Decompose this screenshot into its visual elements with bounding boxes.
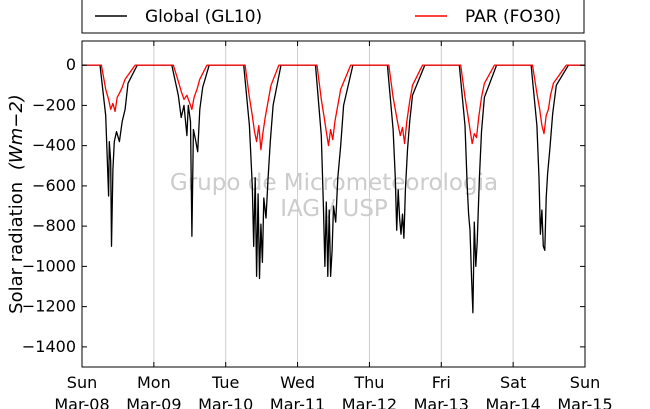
x-tick-day: Tue xyxy=(211,373,239,392)
x-tick-day: Thu xyxy=(353,373,384,392)
y-tick-label: −1200 xyxy=(22,297,76,316)
x-tick-day: Wed xyxy=(280,373,315,392)
x-tick-date: Mar-14 xyxy=(485,395,540,409)
series-line-par xyxy=(82,64,585,151)
legend-label-global: Global (GL10) xyxy=(145,7,262,27)
y-axis-label: Solar radiation (Wm−2) xyxy=(6,94,27,314)
x-tick-date: Mar-15 xyxy=(557,395,612,409)
x-tick-day: Sun xyxy=(67,373,97,392)
y-axis-label-units: (Wm−2) xyxy=(6,94,27,170)
x-tick-date: Mar-10 xyxy=(198,395,253,409)
x-tick-date: Mar-11 xyxy=(270,395,325,409)
y-tick-label: 0 xyxy=(66,55,76,74)
y-tick-label: −1000 xyxy=(22,256,76,275)
y-tick-label: −600 xyxy=(32,176,76,195)
legend: Global (GL10) PAR (FO30) xyxy=(81,0,585,34)
y-tick-label: −400 xyxy=(32,136,76,155)
vertical-gridlines xyxy=(153,41,514,367)
watermark-line-1: Grupo de Micrometeorologia xyxy=(170,170,498,196)
y-tick-label: −1400 xyxy=(22,337,76,356)
y-tick-label: −800 xyxy=(32,216,76,235)
x-tick-day: Sat xyxy=(500,373,526,392)
legend-box xyxy=(81,0,585,34)
x-tick-date: Mar-12 xyxy=(342,395,397,409)
legend-label-par: PAR (FO30) xyxy=(465,7,561,27)
x-axis: Sun Mar-08 Mon Mar-09 Tue Mar-10 Wed Mar-11 Thu M… xyxy=(54,41,613,409)
y-axis-label-text: Solar radiation xyxy=(6,182,27,314)
series-line-global xyxy=(82,64,585,314)
x-tick-date: Mar-13 xyxy=(414,395,469,409)
series-lines xyxy=(82,64,585,314)
y-axis: 0 −200 −400 −600 −800 −1000 −1200 −1400 xyxy=(22,55,585,356)
x-tick-date: Mar-09 xyxy=(126,395,181,409)
x-tick-day: Sun xyxy=(570,373,600,392)
x-tick-date: Mar-08 xyxy=(54,395,109,409)
x-tick-day: Mon xyxy=(137,373,171,392)
y-tick-label: −200 xyxy=(32,95,76,114)
x-tick-day: Fri xyxy=(432,373,451,392)
plot-frame xyxy=(81,40,586,368)
